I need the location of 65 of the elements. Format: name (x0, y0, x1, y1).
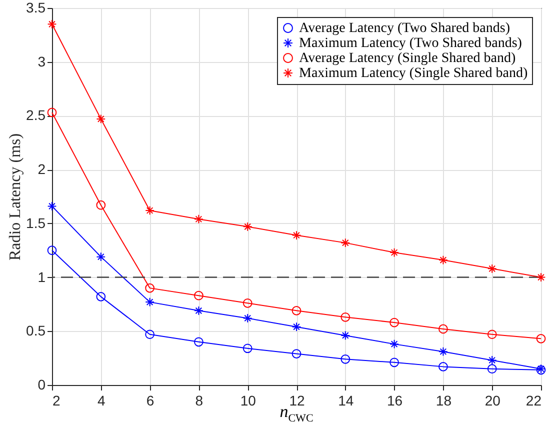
y-tick-label: 2.5 (26, 107, 46, 124)
point (438, 362, 448, 372)
x-tick-label: 16 (387, 392, 403, 408)
legend-label: Maximum Latency (Two Shared bands) (299, 36, 522, 51)
x-tick-label: 4 (98, 392, 106, 408)
point (292, 230, 302, 240)
point (292, 306, 302, 316)
point (536, 272, 546, 282)
point (340, 330, 350, 340)
x-tick-label: 10 (240, 392, 256, 408)
point (292, 322, 302, 332)
point (47, 108, 57, 118)
y-tick-label: 2 (38, 161, 46, 178)
point (340, 354, 350, 364)
x-tick-label: 20 (484, 392, 501, 408)
x-tick-label: 6 (146, 392, 154, 408)
point (145, 297, 154, 307)
x-tick-label: 14 (338, 392, 354, 408)
point (47, 246, 57, 256)
x-tick-label: 18 (436, 392, 452, 408)
point (47, 19, 57, 29)
point (390, 339, 399, 349)
point (487, 364, 497, 374)
point (145, 330, 154, 340)
y-tick-label: 0.5 (26, 322, 46, 339)
point (340, 312, 350, 322)
point (194, 290, 204, 300)
point (194, 337, 204, 347)
point (47, 202, 57, 211)
y-tick-label: 1.5 (26, 214, 46, 231)
point (536, 334, 546, 344)
point (194, 306, 204, 316)
point (340, 238, 350, 248)
legend-label: Average Latency (Single Shared band) (299, 51, 516, 66)
y-tick-label: 3 (38, 53, 46, 70)
x-tick-label: 2 (52, 392, 60, 408)
point (487, 330, 497, 340)
point (96, 292, 106, 302)
y-tick-label: 0 (38, 376, 46, 392)
point (145, 283, 154, 293)
point (194, 214, 204, 224)
y-axis-title: Radio Latency (ms) (7, 133, 24, 261)
point (96, 252, 106, 262)
point (390, 318, 399, 328)
point (438, 324, 448, 334)
point (438, 255, 448, 265)
point (487, 264, 497, 274)
point (145, 206, 154, 216)
y-tick-label: 1 (38, 268, 46, 285)
point (242, 344, 252, 354)
point (96, 200, 106, 210)
legend-label: Average Latency (Two Shared bands) (299, 21, 510, 36)
x-tick-label: 8 (195, 392, 204, 408)
point (390, 248, 399, 258)
point (292, 349, 302, 358)
y-tick-label: 3.5 (26, 0, 46, 16)
point (242, 298, 252, 308)
point (242, 222, 252, 232)
point (438, 346, 448, 356)
point (487, 356, 497, 365)
point (242, 314, 252, 323)
legend-label: Maximum Latency (Single Shared band) (299, 66, 528, 81)
point (96, 114, 106, 124)
point (390, 358, 399, 368)
x-tick-label: 22 (526, 392, 542, 408)
